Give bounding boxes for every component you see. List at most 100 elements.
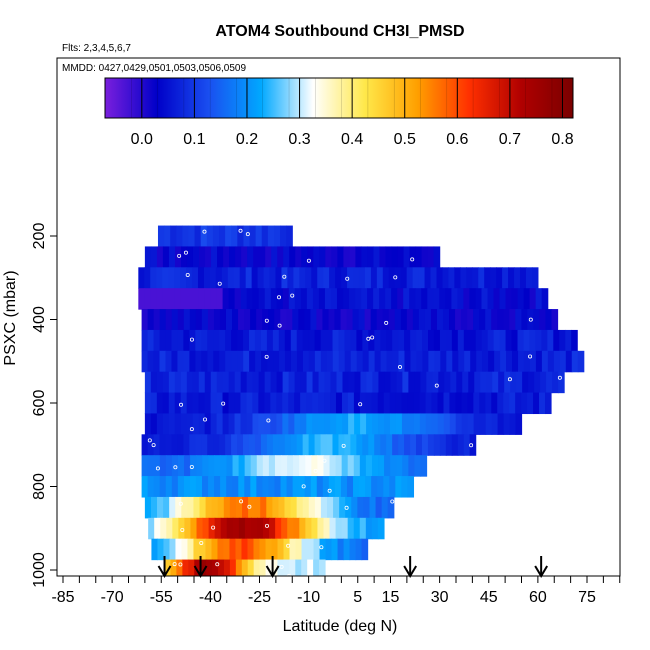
heatmap-cell [217, 496, 225, 519]
heatmap-cell [308, 434, 316, 456]
heatmap-cell [278, 329, 286, 352]
heatmap-cell [571, 329, 578, 352]
heatmap-cell [484, 267, 491, 289]
heatmap-cell [381, 496, 389, 519]
heatmap-cell [270, 392, 277, 415]
heatmap-cell [491, 392, 498, 415]
heatmap-cell [157, 496, 164, 519]
heatmap-cell [397, 246, 405, 268]
heatmap-cell [406, 267, 414, 289]
heatmap-cell [410, 329, 417, 352]
heatmap-cell [225, 350, 232, 373]
x-tick-label: -10 [297, 589, 320, 606]
colorbar-ticks: 0.0 0.1 0.2 0.3 0.4 0.5 0.6 0.7 0.8 [104, 78, 574, 148]
chart-title: ATOM4 Southbound CH3I_PMSD [215, 23, 464, 40]
heatmap-cell [253, 246, 260, 268]
heatmap-cell [229, 559, 237, 576]
heatmap-cell [277, 538, 285, 561]
heatmap-cell [388, 267, 396, 289]
heatmap-cell [214, 476, 221, 498]
heatmap-cell [269, 267, 277, 289]
heatmap-cell [318, 371, 326, 394]
heatmap-cell [289, 559, 296, 576]
heatmap-cell [216, 288, 224, 310]
heatmap-cell [237, 225, 245, 248]
heatmap-cell [204, 392, 212, 415]
colorbar-tick-label: 0.8 [551, 131, 573, 148]
heatmap-cell [286, 476, 294, 498]
heatmap-cell [241, 538, 249, 561]
heatmap-cell [522, 371, 529, 394]
heatmap-cell [271, 538, 279, 561]
heatmap-cell [162, 288, 170, 310]
heatmap-cell [457, 434, 465, 456]
heatmap-cell [311, 517, 319, 540]
heatmap-cell [182, 559, 189, 576]
heatmap-cell [341, 455, 349, 477]
heatmap-cell [144, 288, 151, 310]
heatmap-cell [190, 517, 198, 540]
heatmap-cell [234, 413, 242, 435]
heatmap-cell [209, 267, 217, 289]
heatmap-cell [433, 246, 441, 268]
heatmap-cell [141, 309, 149, 331]
heatmap-cell [240, 371, 248, 394]
heatmap-cell [156, 267, 163, 289]
heatmap-cell [177, 476, 185, 498]
heatmap-cell [451, 434, 459, 456]
heatmap-cell [168, 288, 176, 310]
heatmap-cell [207, 350, 214, 373]
heatmap-cell [241, 559, 249, 576]
heatmap-cell [365, 455, 373, 477]
heatmap-cell [180, 413, 188, 435]
observation-point [434, 383, 439, 388]
observation-point [189, 464, 194, 469]
heatmap-cell [171, 434, 178, 456]
observation-point [469, 443, 474, 448]
heatmap-cell [529, 350, 537, 373]
heatmap-cell [263, 267, 271, 289]
heatmap-cell [219, 329, 226, 352]
heatmap-cell [192, 246, 200, 268]
heatmap-cell [478, 267, 485, 289]
heatmap-cell [169, 538, 177, 561]
heatmap-cell [514, 267, 521, 289]
heatmap-cell [180, 246, 188, 268]
heatmap-cell [293, 455, 300, 477]
heatmap-cell [250, 476, 257, 498]
heatmap-cell [493, 329, 501, 352]
heatmap-cell [326, 329, 334, 352]
heatmap-cell [262, 476, 270, 498]
x-axis-label: Latitude (deg N) [283, 618, 398, 635]
heatmap-cell [521, 309, 528, 331]
heatmap-cell [233, 267, 241, 289]
heatmap-cell [366, 371, 374, 394]
heatmap-cell [165, 434, 173, 456]
heatmap-cell [237, 434, 244, 456]
heatmap-cell [282, 288, 290, 310]
heatmap-cell [403, 246, 411, 268]
heatmap-cell [389, 413, 397, 435]
heatmap-cell [379, 288, 386, 310]
heatmap-cell [491, 309, 498, 331]
heatmap-cell [317, 455, 325, 477]
heatmap-cell [189, 434, 196, 456]
heatmap-cell [278, 434, 286, 456]
heatmap-cell [259, 538, 267, 561]
heatmap-cell [402, 455, 409, 477]
heatmap-cell [523, 288, 531, 310]
heatmap-cell [408, 455, 416, 477]
heatmap-cell [410, 434, 417, 456]
heatmap-cell [292, 309, 299, 331]
heatmap-cell [533, 309, 541, 331]
heatmap-cell [194, 559, 201, 576]
heatmap-cell [283, 559, 290, 576]
heatmap-cell [324, 371, 332, 394]
heatmap-cell [147, 455, 155, 477]
heatmap-cell [455, 413, 463, 435]
heatmap-cell [301, 538, 309, 561]
heatmap-cell [336, 288, 344, 310]
heatmap-cell [210, 288, 218, 310]
observation-point [290, 293, 295, 298]
heatmap-cell [298, 309, 305, 331]
